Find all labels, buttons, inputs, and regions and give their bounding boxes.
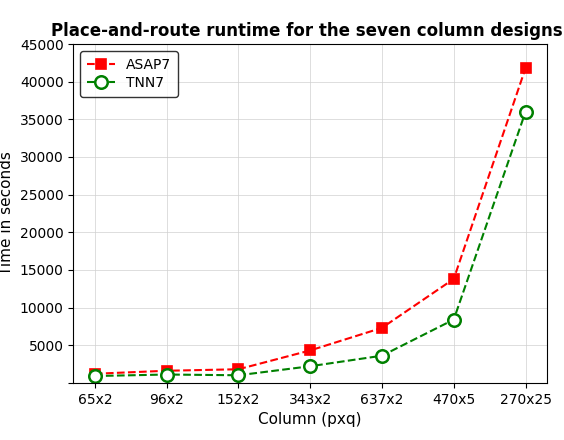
- ASAP7: [522, 66, 529, 71]
- ASAP7: [91, 371, 98, 376]
- Title: Place-and-route runtime for the seven column designs.: Place-and-route runtime for the seven co…: [51, 22, 564, 40]
- X-axis label: Column (pxq): Column (pxq): [258, 412, 362, 427]
- ASAP7: [451, 276, 457, 282]
- Y-axis label: Time in seconds: Time in seconds: [0, 151, 14, 275]
- TNN7: [522, 109, 529, 114]
- TNN7: [91, 374, 98, 379]
- Line: TNN7: TNN7: [89, 106, 532, 382]
- ASAP7: [378, 325, 385, 330]
- TNN7: [307, 363, 314, 369]
- TNN7: [163, 372, 170, 377]
- Line: ASAP7: ASAP7: [90, 63, 530, 379]
- TNN7: [378, 353, 385, 358]
- TNN7: [235, 373, 242, 378]
- Legend: ASAP7, TNN7: ASAP7, TNN7: [80, 51, 178, 97]
- ASAP7: [307, 348, 314, 353]
- TNN7: [451, 317, 457, 322]
- ASAP7: [163, 368, 170, 374]
- ASAP7: [235, 367, 242, 372]
